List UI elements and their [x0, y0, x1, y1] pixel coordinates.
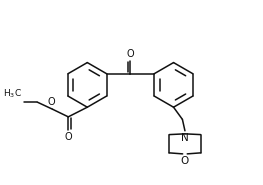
- Text: O: O: [64, 132, 72, 142]
- Text: O: O: [48, 97, 55, 107]
- Text: O: O: [127, 49, 134, 59]
- Text: N: N: [181, 133, 189, 143]
- Text: H$_3$C: H$_3$C: [3, 88, 22, 100]
- Text: O: O: [181, 156, 189, 166]
